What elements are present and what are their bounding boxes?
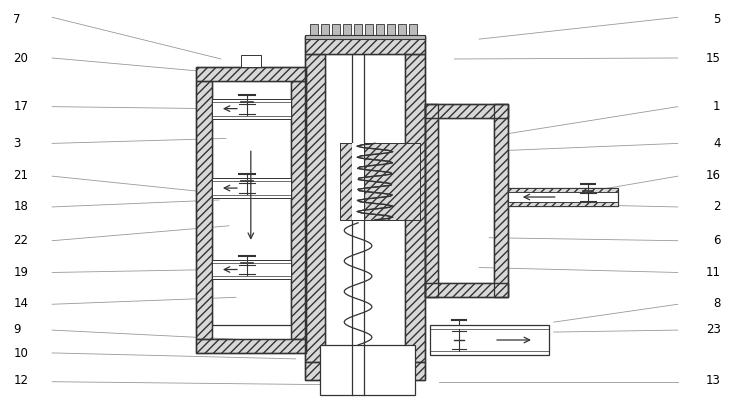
Bar [241, 55, 261, 67]
Text: 23: 23 [705, 323, 721, 336]
Bar [404, 54, 424, 362]
Bar [196, 67, 306, 81]
Bar [508, 202, 618, 206]
Bar [321, 24, 330, 36]
Bar [305, 36, 424, 380]
Bar [424, 283, 508, 297]
Bar [398, 24, 406, 36]
Bar [404, 54, 424, 362]
Text: 4: 4 [713, 137, 721, 150]
Bar [387, 24, 395, 36]
Bar [424, 103, 508, 117]
Text: 14: 14 [13, 297, 29, 310]
Bar [310, 24, 319, 36]
Text: 1: 1 [713, 100, 721, 113]
Bar [424, 103, 508, 117]
Bar [429, 325, 549, 355]
Bar [196, 81, 212, 339]
Text: 9: 9 [13, 323, 21, 336]
Bar [508, 188, 618, 206]
Bar [212, 81, 291, 325]
Text: 16: 16 [705, 169, 721, 182]
Bar [508, 202, 618, 206]
Bar [196, 339, 306, 353]
Text: 8: 8 [713, 297, 721, 310]
Text: 10: 10 [13, 347, 29, 360]
Text: 6: 6 [713, 234, 721, 247]
Text: 3: 3 [13, 137, 21, 150]
Bar [376, 24, 384, 36]
Text: 11: 11 [705, 265, 721, 279]
Bar [305, 36, 424, 54]
Bar [365, 24, 373, 36]
Bar [508, 188, 618, 192]
Text: 2: 2 [713, 201, 721, 213]
Text: 21: 21 [13, 169, 29, 182]
Bar [212, 178, 291, 198]
Bar [305, 36, 424, 54]
Bar [494, 103, 508, 297]
Bar [409, 24, 417, 36]
Bar [354, 24, 362, 36]
Text: 7: 7 [13, 13, 21, 26]
Bar [305, 362, 424, 380]
Text: 18: 18 [13, 201, 29, 213]
Bar [438, 117, 494, 283]
Bar [508, 188, 618, 192]
Text: 15: 15 [705, 52, 721, 65]
Text: 20: 20 [13, 52, 29, 65]
Bar [344, 24, 351, 36]
Bar [340, 143, 420, 220]
Bar [305, 362, 424, 380]
Bar [320, 345, 415, 395]
Bar [212, 259, 291, 279]
Bar [291, 81, 306, 339]
Bar [305, 54, 325, 362]
Bar [424, 103, 508, 297]
Bar [424, 103, 438, 297]
Text: 17: 17 [13, 100, 29, 113]
Bar [424, 283, 508, 297]
Bar [352, 143, 364, 220]
Bar [494, 103, 508, 297]
Bar [212, 99, 291, 119]
Bar [196, 81, 212, 339]
Bar [196, 67, 306, 353]
Text: 13: 13 [705, 374, 721, 387]
Bar [325, 54, 404, 362]
Bar [305, 54, 325, 362]
Bar [340, 143, 420, 220]
Bar [291, 81, 306, 339]
Text: 22: 22 [13, 234, 29, 247]
Bar [424, 103, 438, 297]
Bar [196, 67, 306, 81]
Bar [305, 35, 424, 39]
Text: 19: 19 [13, 265, 29, 279]
Text: 5: 5 [713, 13, 721, 26]
Bar [196, 339, 306, 353]
Bar [333, 24, 340, 36]
Text: 12: 12 [13, 374, 29, 387]
